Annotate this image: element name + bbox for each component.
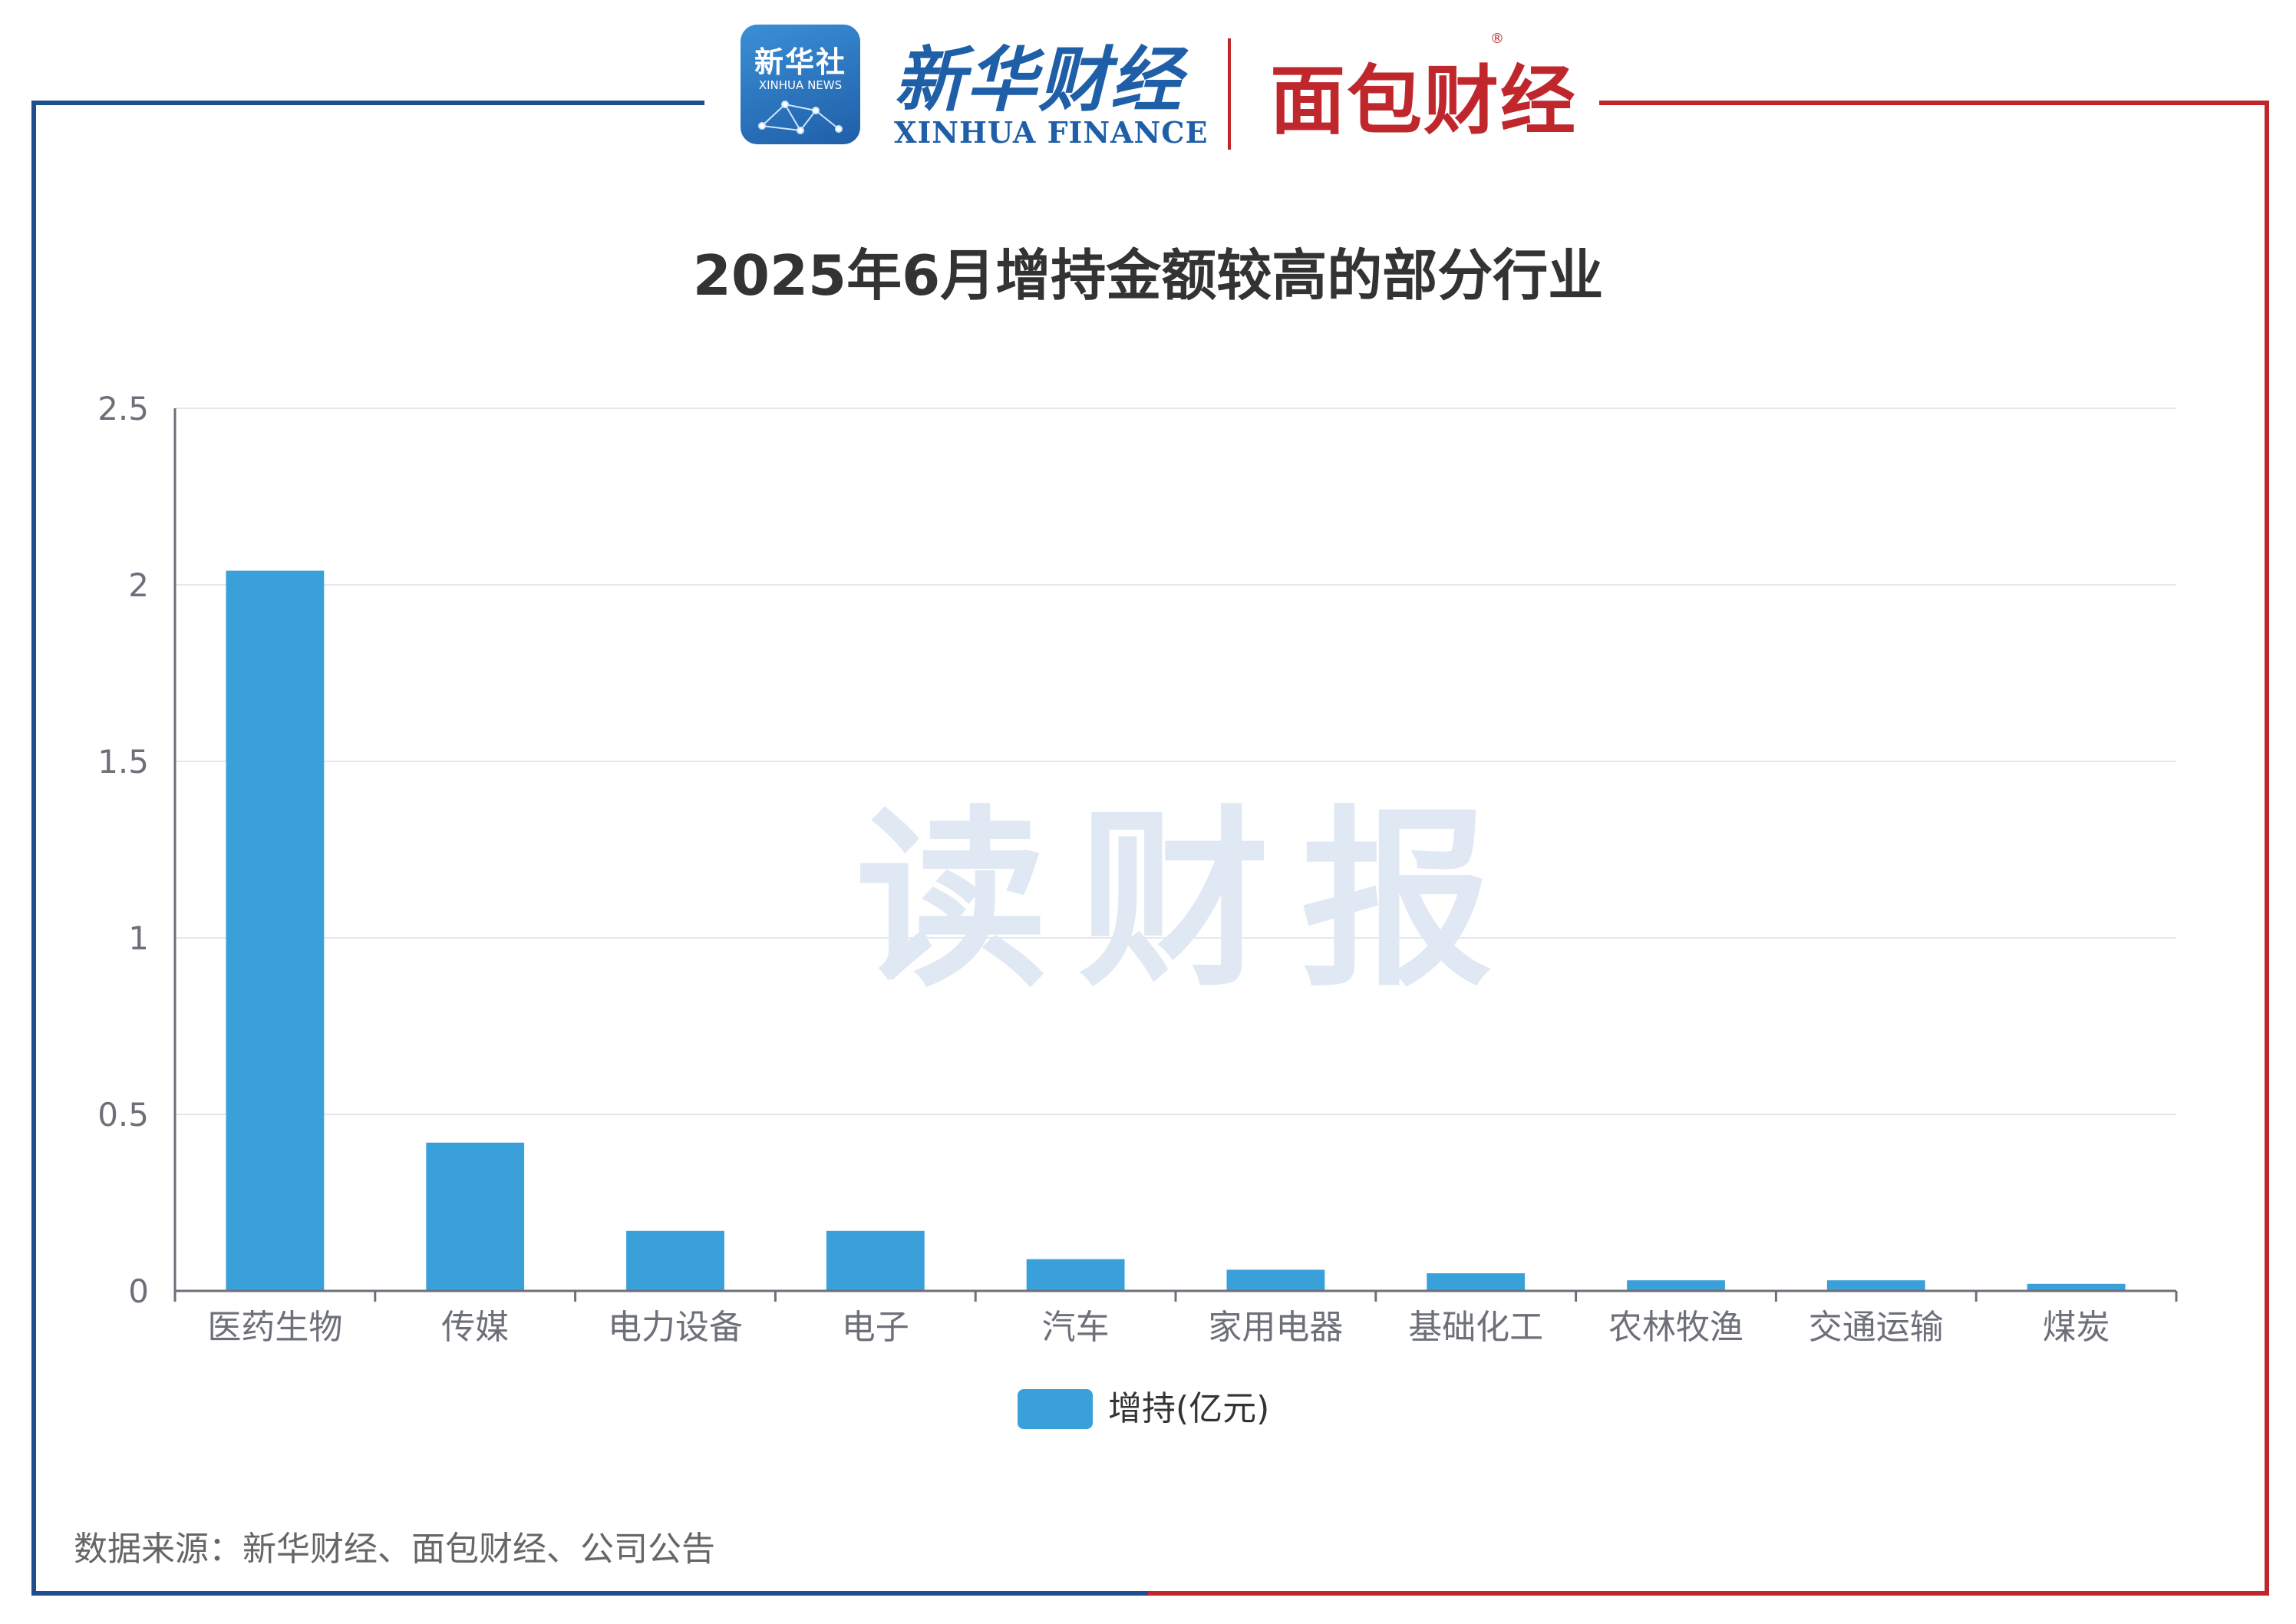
bar [1427,1273,1526,1291]
bar [1026,1259,1125,1291]
axes [173,408,2178,1302]
legend-swatch [1018,1389,1093,1429]
bar [426,1142,525,1291]
frame-right [1148,101,2269,1596]
tick-labels: 0 0.5 1 1.5 2 2.5 医药生物 传媒 电力设备 电子 汽车 家用电器 基础化工 农林牧渔 交通… [97,390,2110,1347]
bar [2027,1283,2126,1291]
y-tick-label: 1 [128,919,149,957]
bars [226,570,2126,1291]
y-tick-label: 0.5 [97,1096,149,1134]
xinhua-badge-cn: 新华社 [754,45,846,79]
logo-divider [1228,38,1231,150]
source-note: 数据来源：新华财经、面包财经、公司公告 [74,1530,715,1569]
x-tick-label: 医药生物 [207,1308,342,1347]
bar [826,1230,925,1291]
y-tick-label: 2 [128,566,149,604]
x-tick-label: 交通运输 [1809,1308,1944,1347]
x-tick-label: 农林牧渔 [1608,1308,1743,1347]
bar [1627,1280,1725,1291]
network-icon [758,101,843,134]
chart-title: 2025年6月增持金额较高的部分行业 [692,243,1604,308]
x-tick-label: 电子 [842,1308,909,1347]
xinhua-news-logo: 新华社 XINHUA NEWS [741,25,860,144]
frame-left [31,101,1148,1596]
mianbao-finance-logo: 面包财经 [1270,58,1578,145]
y-tick-label: 1.5 [97,743,149,781]
legend: 增持(亿元) [1018,1389,1269,1429]
bar [1226,1269,1325,1291]
legend-label: 增持(亿元) [1108,1389,1269,1428]
x-tick-label: 传媒 [441,1308,509,1347]
xinhua-badge-en: XINHUA NEWS [758,78,843,92]
gridlines [175,408,2176,1115]
registered-mark: ® [1490,31,1504,47]
x-tick-label: 煤炭 [2043,1308,2110,1347]
y-tick-label: 2.5 [97,390,149,427]
x-tick-label: 电力设备 [608,1308,743,1347]
bar [626,1230,724,1291]
bar [1826,1280,1925,1291]
xinhua-finance-logo-cn: 新华财经 [894,38,1183,121]
x-tick-label: 基础化工 [1408,1308,1543,1347]
watermark: 读财报 [856,789,1523,1012]
y-tick-label: 0 [128,1272,149,1310]
x-tick-label: 汽车 [1042,1308,1110,1347]
x-tick-label: 家用电器 [1208,1308,1343,1347]
bar [226,570,325,1291]
xinhua-finance-logo-en: XINHUA FINANCE [894,115,1209,150]
